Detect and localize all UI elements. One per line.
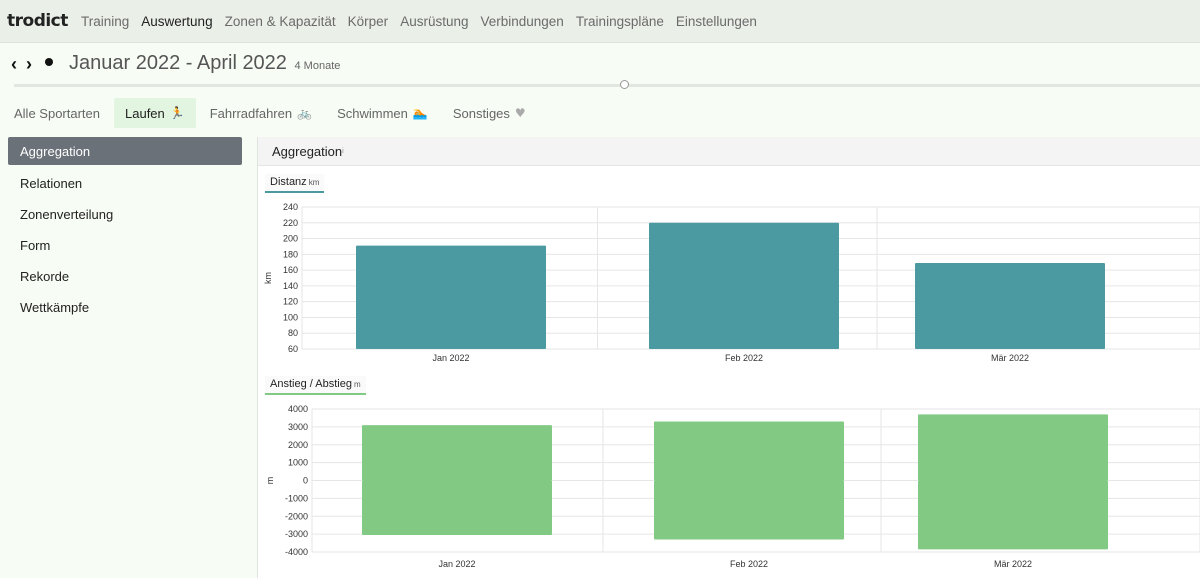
y-tick-label: 160 [283,265,298,275]
chart-unit: m [353,380,361,389]
y-tick-label: 180 [283,249,298,259]
bar-feb-2022-s0 [654,421,844,481]
chart-1-label[interactable]: Anstieg / Abstieg m [265,376,366,395]
y-tick-label: -1000 [285,493,308,503]
date-range-title: Januar 2022 - April 2022 4 Monate [69,52,340,75]
x-tick-label: Feb 2022 [725,353,763,361]
sport-tab-sonstiges[interactable]: Sonstiges ♥ [442,98,537,128]
aggregation-panel: Aggregation i Distanz km 60 80 100 120 140 160 18… [257,137,1200,578]
y-tick-label: 100 [283,312,298,322]
chart-0-label[interactable]: Distanz km [265,174,325,193]
y-tick-label: 3000 [288,422,308,432]
next-period-icon[interactable]: › [26,54,32,74]
bar-mär-2022 [915,263,1105,349]
bar-jan-2022 [356,245,546,349]
y-tick-label: 60 [288,344,298,354]
y-tick-label: -2000 [285,511,308,521]
chart-title: Anstieg / Abstieg [270,378,352,390]
nav-item-ausrüstung[interactable]: Ausrüstung [400,13,469,29]
sport-tab-label: Sonstiges [452,105,510,121]
brand-logo[interactable]: trodict [7,11,68,31]
sport-tab-label: Fahrradfahren [209,105,293,121]
y-axis-label: km [263,272,273,284]
bar-mär-2022-s1 [918,480,1108,550]
date-range-label: Januar 2022 - April 2022 [69,52,287,74]
y-axis-label: m [265,477,275,485]
panel-header: Aggregation i [258,137,1200,166]
top-navbar: trodict Training Auswertung Zonen & Kapazi… [0,0,1200,43]
y-tick-label: -4000 [285,547,308,557]
nav-item-training[interactable]: Training [81,13,130,29]
y-tick-label: 2000 [288,440,308,450]
previous-period-icon[interactable]: ‹ [11,54,17,74]
bar-feb-2022-s1 [654,480,844,540]
y-tick-label: 240 [283,202,298,212]
sport-tab-laufen[interactable]: Laufen 🏃 [114,98,196,128]
swimmer-icon: 🏊 [412,106,428,120]
date-range-bar: ‹ › Januar 2022 - April 2022 4 Monate [0,43,1200,90]
y-tick-label: 4000 [288,404,308,414]
y-tick-label: 200 [283,234,298,244]
nav-item-körper[interactable]: Körper [347,13,389,29]
date-range-duration: 4 Monate [294,60,341,72]
x-tick-label: Jan 2022 [438,559,475,569]
y-tick-label: 220 [283,218,298,228]
sidebar-item-wettkämpfe[interactable]: Wettkämpfe [20,300,90,315]
sport-tab-label: Laufen [125,105,165,121]
sidebar-item-zonenverteilung[interactable]: Zonenverteilung [20,207,114,222]
y-tick-label: 80 [288,328,298,338]
bar-jan-2022-s1 [362,480,552,536]
y-tick-label: 0 [303,476,308,486]
range-slider-track[interactable] [14,84,1200,87]
heart-icon: ♥ [514,106,526,120]
chart-0-plot: 60 80 100 120 140 160 180 200 220 240 km Jan 2022 Fe… [263,202,1200,361]
sport-tab-alle-sportarten[interactable]: Alle Sportarten [3,98,111,128]
sidebar-item-form[interactable]: Form [20,238,51,253]
sidebar-item-aggregation[interactable]: Aggregation [8,137,242,165]
nav-item-trainingspläne[interactable]: Trainingspläne [575,13,664,29]
bar-mär-2022-s0 [918,414,1108,481]
x-tick-label: Mär 2022 [994,559,1032,569]
current-period-dot-icon[interactable] [45,58,53,66]
panel-title: Aggregation [272,143,343,159]
sport-tab-label: Schwimmen [337,105,408,121]
sidebar-item-rekorde[interactable]: Rekorde [20,269,70,284]
y-tick-label: -3000 [285,529,308,539]
x-tick-label: Mär 2022 [991,353,1029,361]
nav-item-auswertung[interactable]: Auswertung [141,13,213,29]
y-tick-label: 140 [283,281,298,291]
nav-item-verbindungen[interactable]: Verbindungen [480,13,564,29]
runner-icon: 🏃 [169,106,185,120]
sidebar-item-relationen[interactable]: Relationen [20,176,83,191]
sport-tab-fahrradfahren[interactable]: Fahrradfahren 🚲 [199,98,323,128]
analysis-sidebar: Aggregation Relationen Zonenverteilung Form… [8,137,242,323]
chart-unit: km [308,178,320,187]
sport-filter-tabs: Alle Sportarten Laufen 🏃 Fahrradfahren 🚲 Schw… [0,97,537,129]
x-tick-label: Jan 2022 [432,353,469,361]
range-slider-handle[interactable] [620,80,629,89]
x-tick-label: Feb 2022 [730,559,768,569]
nav-item-einstellungen[interactable]: Einstellungen [675,13,757,29]
info-icon[interactable]: i [342,147,344,155]
y-tick-label: 1000 [288,458,308,468]
chart-1-plot: 4000 3000 2000 1000 0 -1000 -2000 -3000 -4000 m Ja… [265,404,1200,569]
y-tick-label: 120 [283,297,298,307]
bar-jan-2022-s0 [362,425,552,481]
sport-tab-schwimmen[interactable]: Schwimmen 🏊 [326,98,439,128]
chart-title: Distanz [270,176,307,188]
nav-menu: Training Auswertung Zonen & Kapazität Körpe… [69,14,757,29]
sport-tab-label: Alle Sportarten [14,105,100,121]
bicycle-icon: 🚲 [297,106,313,120]
bar-feb-2022 [649,222,839,349]
nav-item-zonen-kapazität[interactable]: Zonen & Kapazität [224,13,336,29]
